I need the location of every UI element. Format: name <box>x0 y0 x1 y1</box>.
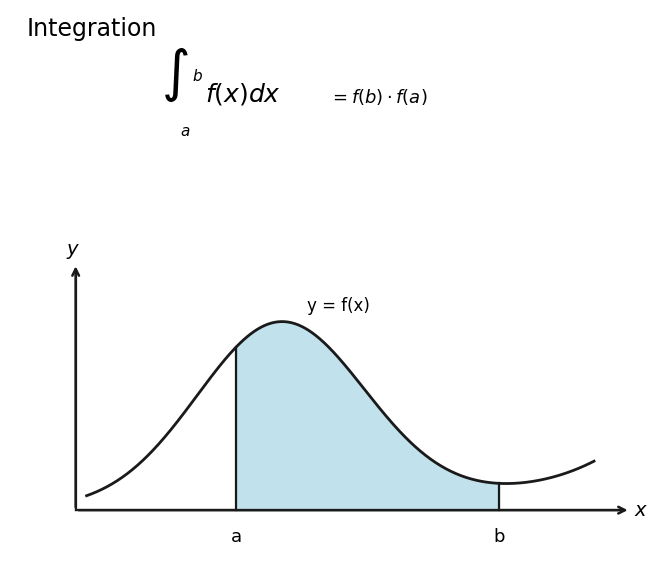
Text: x: x <box>634 501 646 520</box>
Text: $= f(b) \cdot f(a)$: $= f(b) \cdot f(a)$ <box>329 87 428 107</box>
Text: Integration: Integration <box>27 17 157 42</box>
Text: a: a <box>230 527 242 546</box>
Text: $\int$: $\int$ <box>161 46 188 104</box>
Text: y = f(x): y = f(x) <box>307 297 370 315</box>
Text: $b$: $b$ <box>192 68 202 84</box>
Text: $a$: $a$ <box>180 124 190 139</box>
Text: b: b <box>493 527 505 546</box>
Text: $f(x)dx$: $f(x)dx$ <box>205 81 281 107</box>
Text: y: y <box>67 241 78 260</box>
